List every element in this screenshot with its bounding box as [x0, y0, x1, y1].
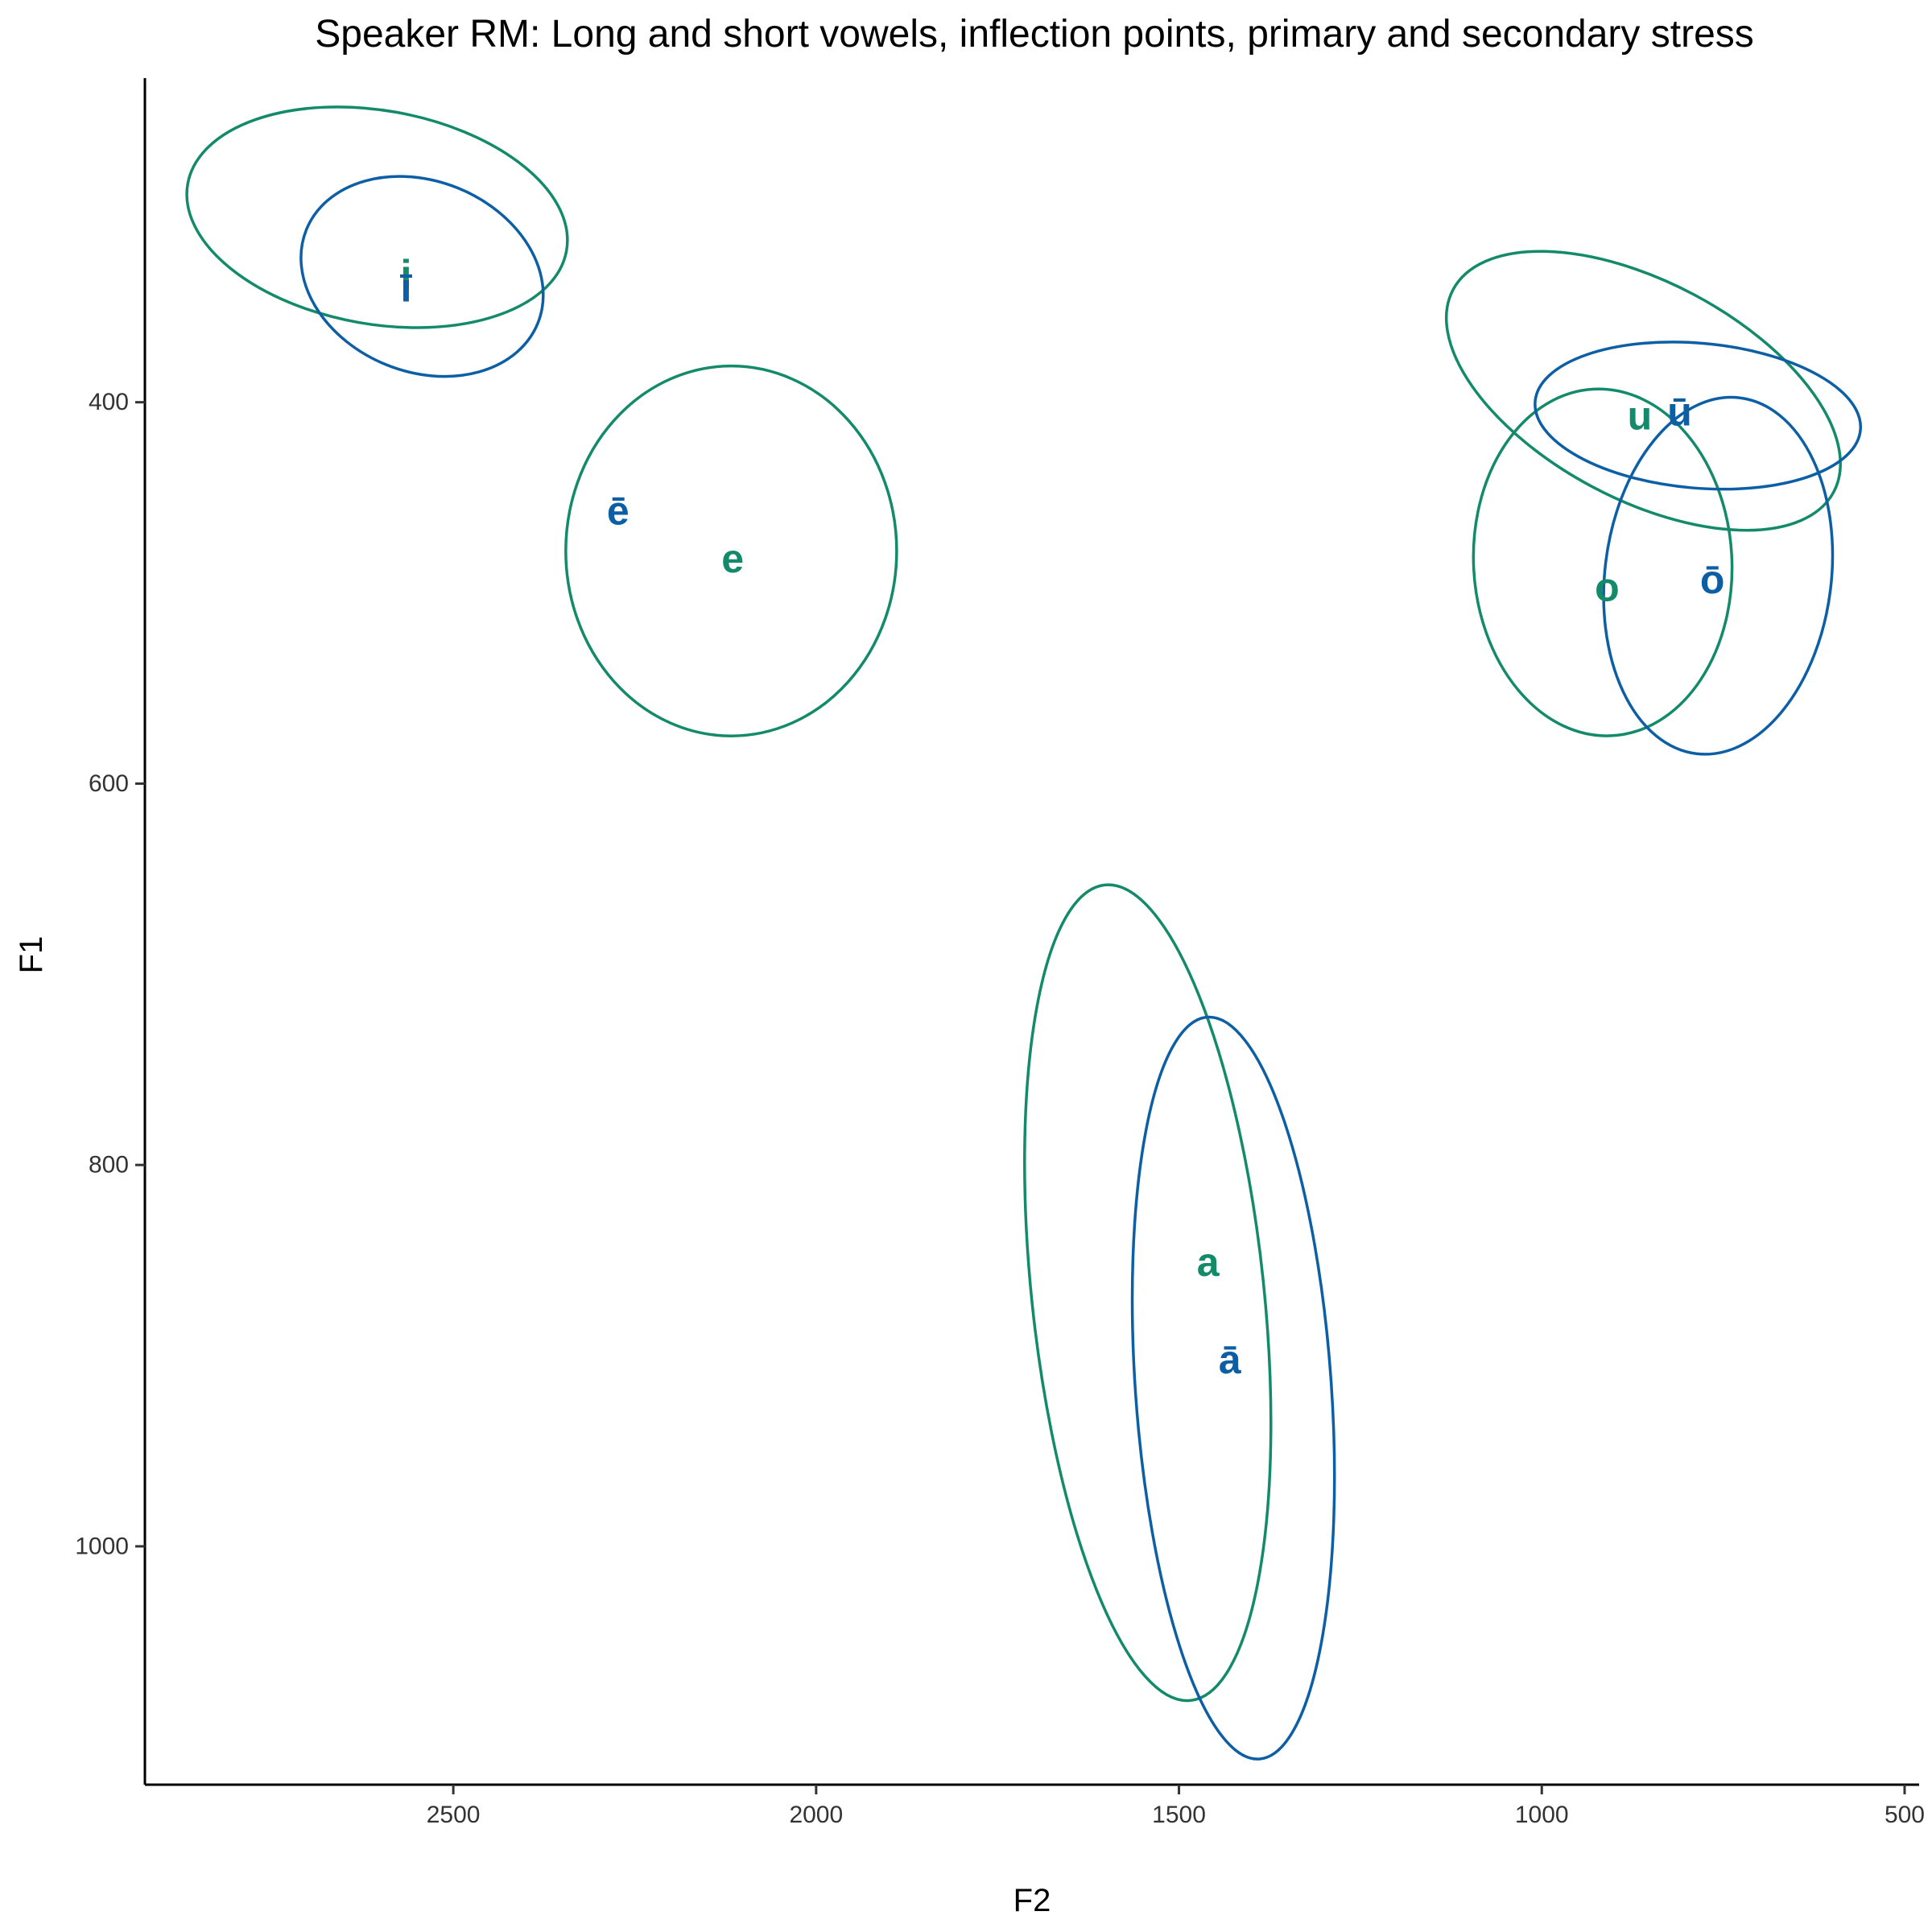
chart-title: Speaker RM: Long and short vowels, infle…	[315, 13, 1754, 56]
x-axis-ticks: 2500 2000 1500 1000 500	[427, 1785, 1925, 1828]
ellipse-long-ī	[299, 175, 545, 378]
y-tick-label: 400	[89, 389, 129, 415]
vowel-label-long: ī	[400, 266, 413, 311]
vowel-label-short: i	[401, 252, 412, 297]
ellipse-short-u	[1444, 250, 1842, 532]
ellipse-long-ā	[1130, 1015, 1336, 1761]
y-tick-label: 600	[89, 770, 129, 797]
vowel-label-short: o	[1595, 564, 1620, 609]
ellipse-short-i	[185, 105, 569, 329]
vowel-label-long: ā	[1219, 1337, 1242, 1382]
ellipse-short-a	[1023, 883, 1273, 1703]
ellipse-layer	[185, 105, 1863, 1761]
x-tick-label: 1000	[1515, 1802, 1569, 1828]
vowel-label-long: ē	[607, 489, 630, 534]
ellipse-short-o	[1472, 387, 1734, 737]
vowel-label-short: u	[1628, 393, 1653, 438]
vowel-label-layer: i e a o u ī ē ā ō ū	[400, 252, 1725, 1382]
ellipse-short-e	[564, 364, 898, 737]
ellipse-long-ō	[1602, 395, 1835, 756]
y-tick-label: 800	[89, 1152, 129, 1179]
x-tick-label: 2500	[427, 1802, 481, 1828]
y-tick-label: 1000	[75, 1533, 129, 1559]
x-tick-label: 1500	[1152, 1802, 1206, 1828]
vowel-label-short: e	[721, 536, 744, 581]
x-axis-title: F2	[1013, 1883, 1051, 1918]
vowel-label-long: ō	[1700, 557, 1725, 602]
x-tick-label: 500	[1885, 1802, 1925, 1828]
vowel-label-long: ū	[1667, 390, 1692, 435]
ellipse-long-ū	[1534, 341, 1863, 491]
y-axis-ticks: 400 600 800 1000	[75, 389, 145, 1559]
x-tick-label: 2000	[789, 1802, 843, 1828]
vowel-label-short: a	[1197, 1240, 1220, 1285]
y-axis-title: F1	[14, 936, 49, 974]
